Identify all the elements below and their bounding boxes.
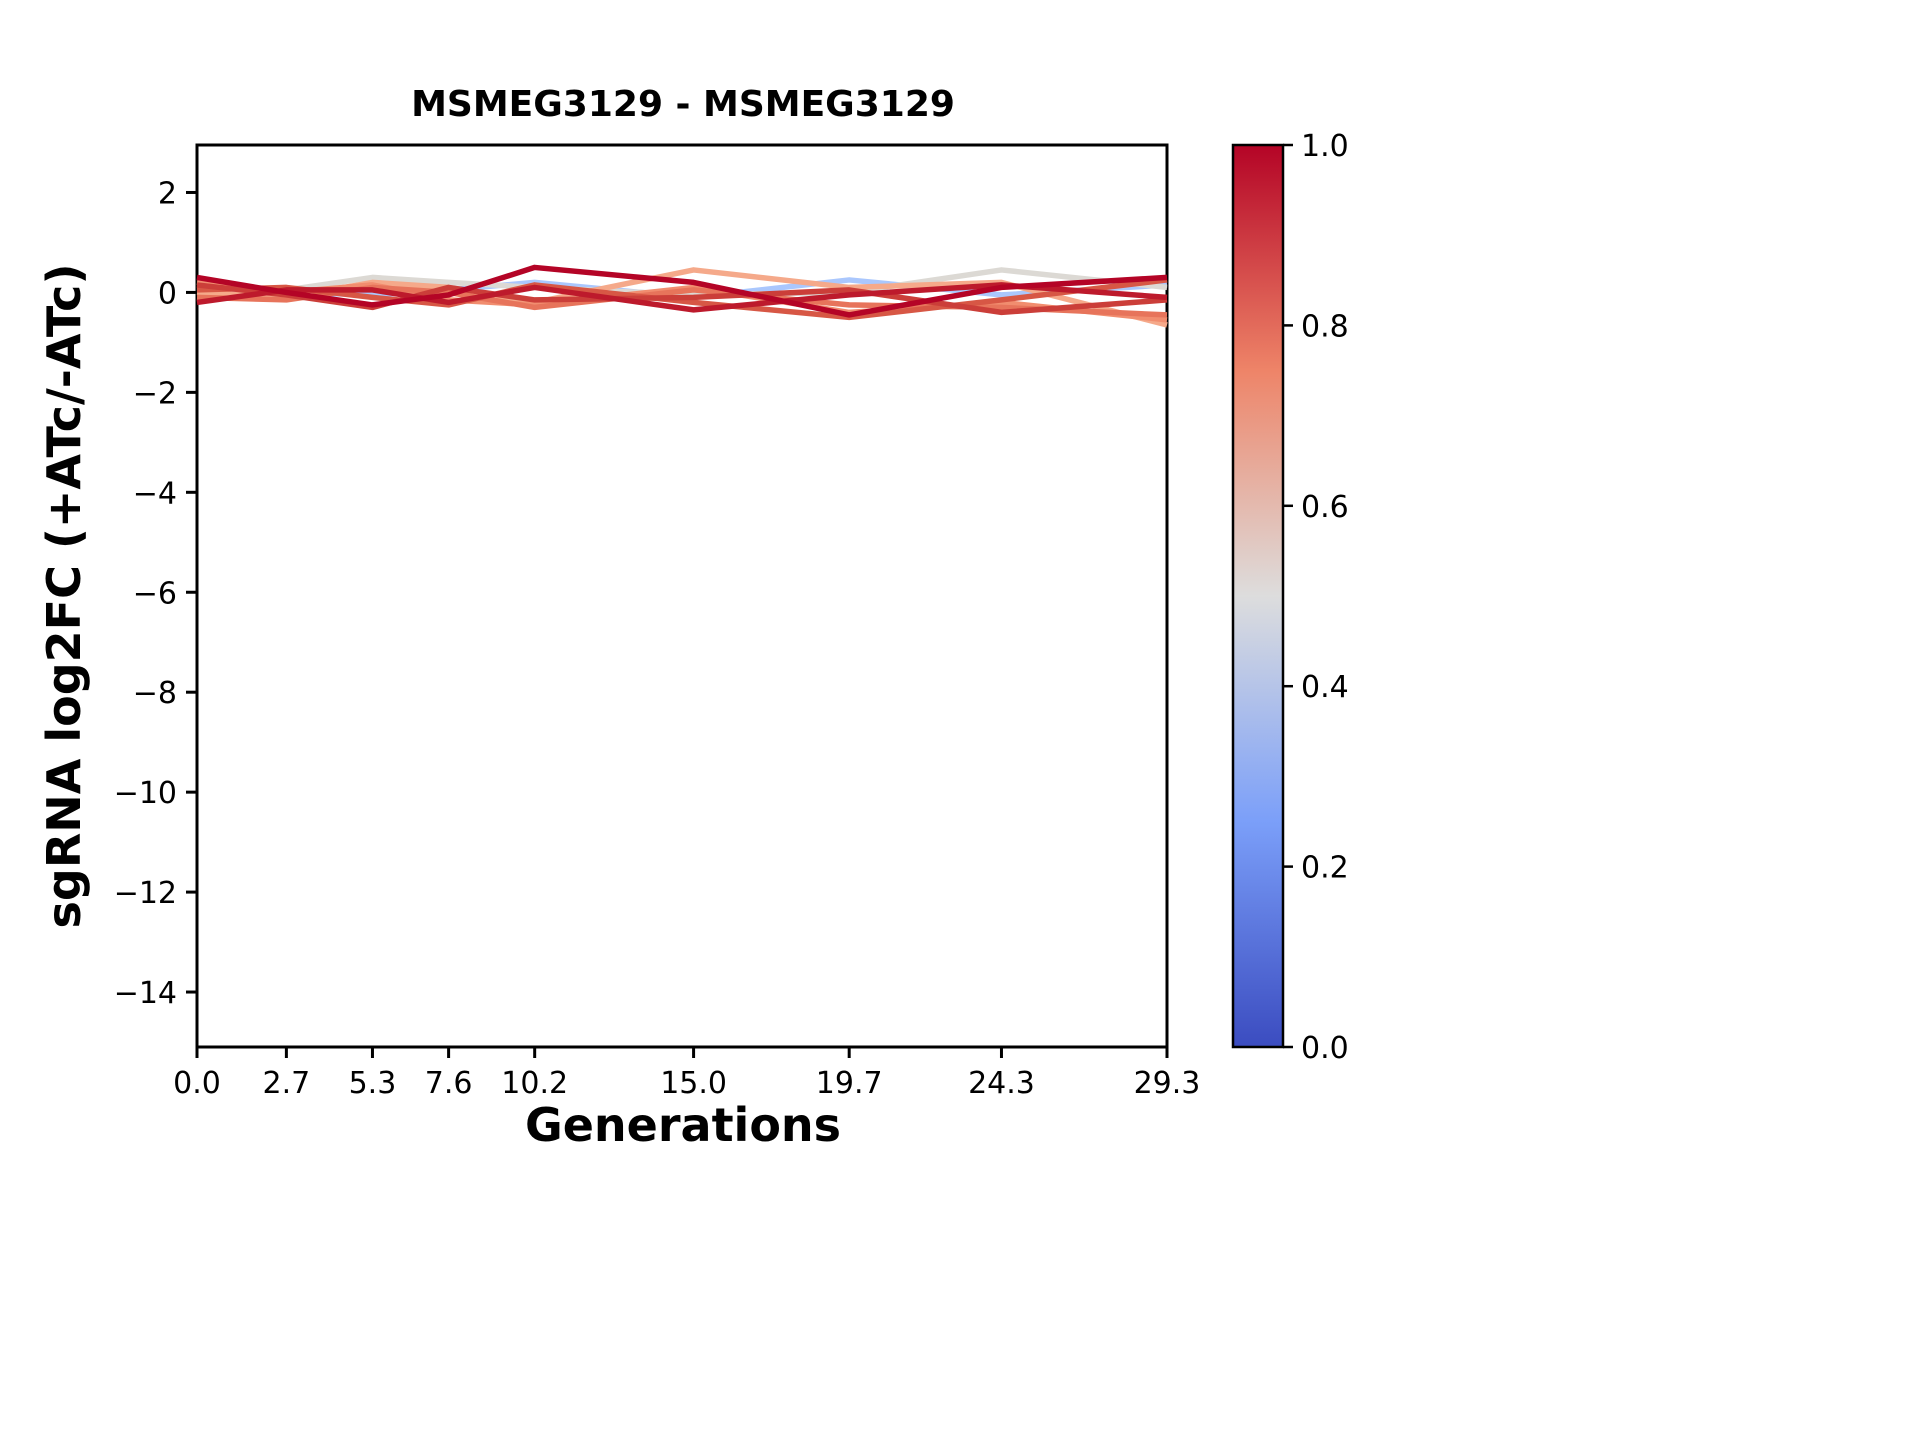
chart-title: MSMEG3129 - MSMEG3129	[411, 84, 955, 125]
x-tick-label: 5.3	[349, 1066, 397, 1101]
x-tick-label: 29.3	[1134, 1066, 1201, 1101]
y-tick-label: −6	[133, 576, 177, 611]
x-tick-label: 15.0	[660, 1066, 727, 1101]
y-axis-label: sgRNA log2FC (+ATc/-ATc)	[37, 264, 91, 929]
colorbar-tick-label: 0.8	[1301, 309, 1349, 344]
y-tick-label: 2	[158, 176, 177, 211]
y-tick-label: 0	[158, 276, 177, 311]
series-line-sgRNA-1	[196, 264, 1168, 318]
plot-area: 0.0 2.7 5.3 7.6 10.2 15.0 19.7 24.3 29.3 2 0 −2 −4 −6…	[114, 143, 1201, 1101]
x-axis-label: Generations	[525, 1098, 841, 1152]
colorbar-bar	[1231, 143, 1285, 1049]
colorbar-tick-label: 1.0	[1301, 129, 1349, 164]
colorbar-tick-label: 0.0	[1301, 1031, 1349, 1066]
y-tick-label: −4	[133, 476, 177, 511]
x-tick-label: 2.7	[263, 1066, 311, 1101]
y-tick-label: −8	[133, 676, 177, 711]
series-line-sgRNA-2	[196, 282, 1168, 313]
colorbar-tick-label: 0.6	[1301, 490, 1349, 525]
x-tick-label: 10.2	[501, 1066, 568, 1101]
x-tick-label: 7.6	[425, 1066, 473, 1101]
colorbar-tick-label: 0.2	[1301, 851, 1349, 886]
colorbar-tick-label: 0.4	[1301, 670, 1349, 705]
x-tick-label: 19.7	[816, 1066, 883, 1101]
x-tick-label: 24.3	[968, 1066, 1035, 1101]
colorbar: 0.0 0.2 0.4 0.6 0.8 1.0	[1231, 129, 1349, 1066]
y-tick-label: −10	[114, 776, 177, 811]
y-tick-label: −12	[114, 876, 177, 911]
y-tick-label: −14	[114, 976, 177, 1011]
y-tick-label: −2	[133, 376, 177, 411]
x-tick-label: 0.0	[173, 1066, 221, 1101]
